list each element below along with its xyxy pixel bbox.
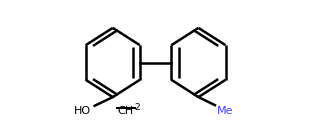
- Text: HO: HO: [74, 106, 91, 116]
- Text: Me: Me: [216, 106, 233, 116]
- Text: 2: 2: [134, 103, 140, 112]
- Text: CH: CH: [118, 106, 134, 116]
